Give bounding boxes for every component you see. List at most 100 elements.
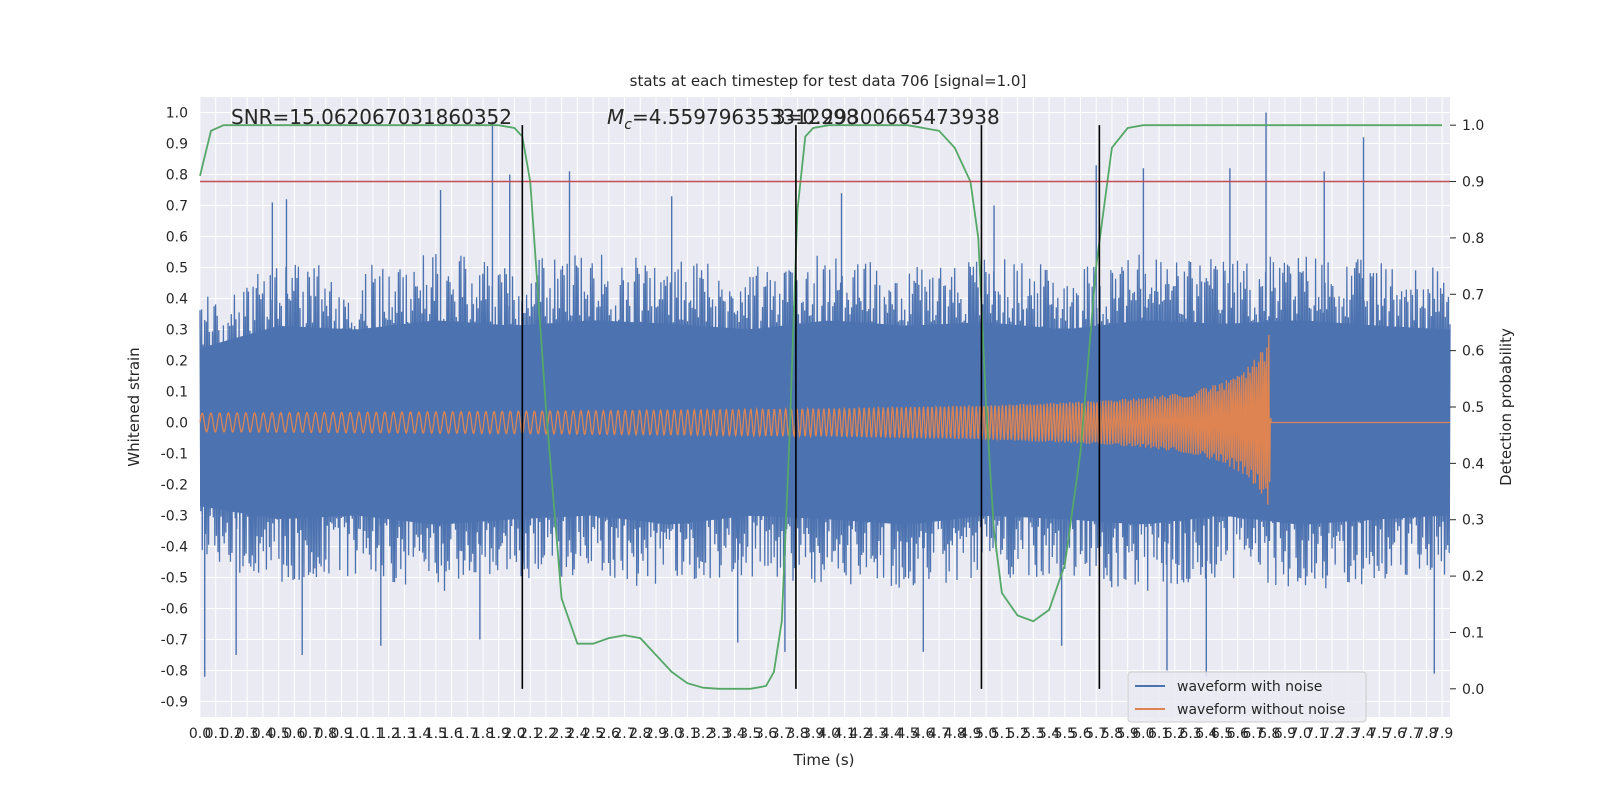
x-tick-label: 5.1 [991,726,1013,742]
y2-tick-label: 0.4 [1462,456,1484,472]
x-tick-label: 1.8 [472,726,494,742]
y-tick-label: 0.3 [166,323,188,339]
x-tick-label: 3.7 [771,726,793,742]
x-tick-label: 7.6 [1384,726,1406,742]
chirp-mass-value: =4.559796353312998 [632,105,859,129]
x-tick-label: 5.2 [1006,726,1028,742]
x-tick-label: 6.1 [1148,726,1170,742]
y2-tick-label: 0.3 [1462,513,1484,529]
y-tick-label: -0.7 [161,633,188,649]
legend-label-noise: waveform with noise [1177,679,1322,695]
y2-tick-label: 0.6 [1462,344,1484,360]
x-tick-label: 7.7 [1400,726,1422,742]
x-tick-label: 4.9 [959,726,981,742]
y-tick-label: 0.0 [166,416,188,432]
x-tick-label: 1.9 [488,726,510,742]
y2-tick-label: 0.1 [1462,625,1484,641]
x-tick-label: 7.3 [1337,726,1359,742]
y-axis-ticks: 1.0 0.9 0.8 0.7 0.6 0.5 0.4 0.3 0.2 0.1 0.0 -0.1 -0.… [161,106,188,711]
x-tick-label: 6.3 [1179,726,1201,742]
x-tick-label: 4.5 [896,726,918,742]
y-tick-label: -0.6 [161,602,188,618]
x-tick-label: 4.2 [849,726,871,742]
x-tick-label: 3.2 [692,726,714,742]
x-tick-label: 2.2 [535,726,557,742]
y-tick-label: 0.9 [166,137,188,153]
chirp-mass-annotation: Mc=4.559796353312998 [607,105,859,133]
x-tick-label: 2.8 [629,726,651,742]
x-tick-label: 1.6 [440,726,462,742]
x-tick-label: 7.0 [1289,726,1311,742]
x-tick-label: 3.5 [739,726,761,742]
x-tick-label: 0.4 [252,726,274,742]
x-tick-label: 2.1 [519,726,541,742]
x-tick-label: 2.9 [645,726,667,742]
x-tick-label: 6.5 [1211,726,1233,742]
chart-title: stats at each timestep for test data 706… [630,72,1027,90]
x-tick-label: 6.9 [1274,726,1296,742]
x-tick-label: 0.5 [267,726,289,742]
y-tick-label: -0.4 [161,540,188,556]
x-tick-label: 2.5 [582,726,604,742]
clean-waveform-series [199,334,1450,505]
x-tick-label: 1.1 [362,726,384,742]
x-tick-label: 5.5 [1054,726,1076,742]
x-tick-label: 1.3 [393,726,415,742]
x-tick-label: 3.9 [802,726,824,742]
y-axis-label: Whitened strain [125,347,143,466]
x-tick-label: 3.1 [676,726,698,742]
x-tick-label: 5.0 [975,726,997,742]
x-tick-label: 0.9 [330,726,352,742]
detection-probability-line [199,124,1443,690]
x-tick-label: 0.0 [189,726,211,742]
y2-tick-label: 0.7 [1462,287,1484,303]
x-axis-ticks: 0.00.10.20.30.40.50.60.70.80.91.01.11.21… [189,726,1453,742]
x-tick-label: 2.0 [503,726,525,742]
x-tick-label: 1.5 [425,726,447,742]
x-tick-label: 4.7 [928,726,950,742]
x-tick-label: 5.9 [1117,726,1139,742]
y2-tick-label: 0.8 [1462,231,1484,247]
x-tick-label: 6.4 [1195,726,1217,742]
x-tick-label: 6.6 [1227,726,1249,742]
x-tick-label: 5.7 [1085,726,1107,742]
y2-tick-label: 0.2 [1462,569,1484,585]
x-tick-label: 4.0 [818,726,840,742]
legend-box [1127,671,1367,723]
y2-axis-ticks: 1.0 0.9 0.8 0.7 0.6 0.5 0.4 0.3 0.2 0.1 0.0 [1450,118,1484,698]
x-tick-label: 3.0 [661,726,683,742]
detection-probability-series [199,124,1443,690]
x-tick-label: 7.4 [1352,726,1374,742]
x-tick-label: 6.2 [1164,726,1186,742]
x-tick-label: 5.6 [1069,726,1091,742]
x-tick-label: 0.7 [299,726,321,742]
x-tick-label: 1.2 [378,726,400,742]
y-tick-label: 0.2 [166,354,188,370]
x-tick-label: 6.8 [1258,726,1280,742]
x-tick-label: 7.2 [1321,726,1343,742]
y2-tick-label: 0.0 [1462,682,1484,698]
chirp-mass-subscript: c [624,117,632,133]
y-tick-label: -0.2 [161,478,188,494]
y2-tick-label: 1.0 [1462,118,1484,134]
x-tick-label: 3.8 [786,726,808,742]
x-tick-label: 1.4 [409,726,431,742]
x-tick-label: 7.8 [1415,726,1437,742]
y-tick-label: 0.1 [166,385,188,401]
x-tick-label: 4.1 [834,726,856,742]
x-tick-label: 7.5 [1368,726,1390,742]
x-tick-label: 6.7 [1242,726,1264,742]
x-tick-label: 2.7 [613,726,635,742]
y-tick-label: 1.0 [166,106,188,122]
x-tick-label: 2.4 [566,726,588,742]
x-tick-label: 6.0 [1132,726,1154,742]
x-tick-label: 5.3 [1022,726,1044,742]
x-tick-label: 2.6 [598,726,620,742]
chirp-mass-symbol: M [607,105,624,129]
x-tick-label: 3.6 [755,726,777,742]
x-tick-label: 0.8 [315,726,337,742]
x-tick-label: 1.0 [346,726,368,742]
y2-axis-label: Detection probability [1497,328,1515,486]
snr-annotation: SNR=15.062067031860352 [231,105,512,129]
